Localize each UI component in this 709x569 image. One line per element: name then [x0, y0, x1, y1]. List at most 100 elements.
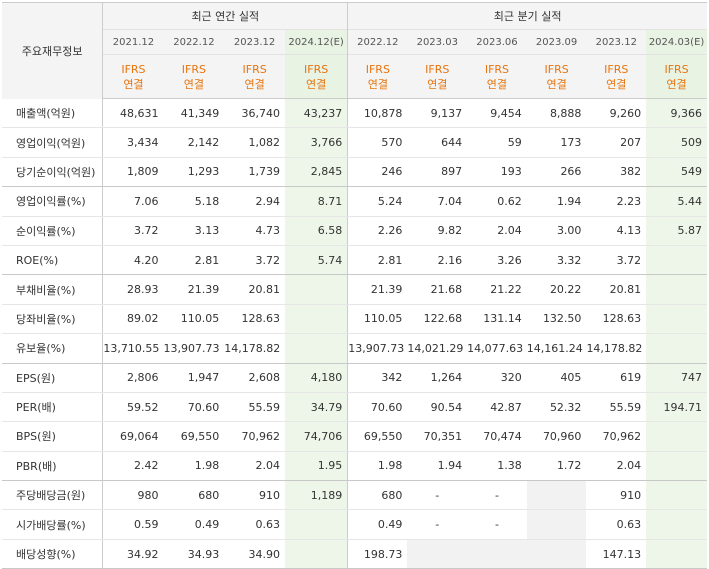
table-cell: [646, 274, 707, 305]
table-cell: 1.98: [163, 451, 225, 482]
table-cell: 2.16: [407, 245, 468, 276]
table-cell: -: [467, 509, 527, 540]
table-cell: 1,809: [102, 157, 164, 188]
ifrs-badge: IFRS 연결: [163, 54, 225, 99]
table-cell: 747: [646, 363, 707, 393]
table-cell: 70,962: [224, 421, 285, 452]
table-cell: 1.95: [284, 451, 348, 482]
table-cell: [407, 539, 468, 569]
row-label: 시가배당률(%): [2, 509, 104, 540]
consolidated-label: 연결: [606, 77, 627, 91]
table-cell: 128.63: [224, 304, 285, 335]
ifrs-label: IFRS: [365, 62, 390, 76]
table-cell: [526, 539, 587, 569]
table-cell: 1.38: [467, 451, 527, 482]
table-cell: [526, 509, 587, 540]
table-cell: 2.04: [224, 451, 285, 482]
ifrs-label: IFRS: [544, 62, 569, 76]
table-cell: 5.74: [284, 245, 348, 276]
table-cell: 570: [347, 127, 408, 158]
table-header: 주요재무정보 최근 연간 실적 최근 분기 실적 2021.12 2022.12 2…: [2, 2, 707, 99]
table-cell: 52.32: [526, 392, 587, 423]
table-cell: 41,349: [163, 98, 225, 129]
table-row: PER(배) 59.52 70.60 55.59 34.79 70.60 90.54 42.8…: [2, 392, 707, 423]
table-cell: 14,021.29: [407, 333, 468, 364]
table-cell: 4.13: [586, 216, 647, 246]
table-cell: 110.05: [347, 304, 408, 335]
table-cell: 910: [586, 480, 647, 511]
table-cell: 21.39: [347, 274, 408, 305]
table-cell: 2.04: [467, 216, 527, 246]
annual-group-title: 최근 연간 실적: [102, 2, 348, 30]
table-cell: 147.13: [586, 539, 647, 569]
table-cell: 619: [586, 363, 647, 393]
table-cell: -: [407, 480, 468, 511]
table-cell: 122.68: [407, 304, 468, 335]
ifrs-badge: IFRS 연결: [407, 54, 468, 99]
period-header: 2023.12: [586, 29, 647, 55]
table-cell: 42.87: [467, 392, 527, 423]
period-header: 2024.03(E): [646, 29, 707, 55]
table-cell: 14,077.63: [467, 333, 527, 364]
table-cell: 2.94: [224, 186, 285, 217]
ifrs-badge: IFRS 연결: [526, 54, 587, 99]
consolidated-label: 연결: [427, 77, 448, 91]
row-label: 영업이익(억원): [2, 127, 104, 158]
table-cell: 2,806: [102, 363, 164, 393]
ifrs-header-row: IFRS 연결 IFRS 연결 IFRS 연결 IFRS 연결 IFRS 연결 IFRS 연결 IFRS…: [2, 54, 707, 99]
table-cell: 70,962: [586, 421, 647, 452]
row-label: 매출액(억원): [2, 98, 104, 129]
table-cell: 320: [467, 363, 527, 393]
table-cell: 9.82: [407, 216, 468, 246]
table-cell: [646, 480, 707, 511]
table-cell: 110.05: [163, 304, 225, 335]
table-cell: 5.44: [646, 186, 707, 217]
period-header: 2023.06: [467, 29, 527, 55]
ifrs-badge: IFRS 연결: [284, 54, 348, 99]
table-cell: 193: [467, 157, 527, 188]
consolidated-label: 연결: [305, 77, 327, 91]
row-label: 배당성향(%): [2, 539, 104, 569]
ifrs-badge: IFRS 연결: [467, 54, 527, 99]
table-cell: 644: [407, 127, 468, 158]
table-cell: 89.02: [102, 304, 164, 335]
table-cell: 2.26: [347, 216, 408, 246]
table-cell: 2.04: [586, 451, 647, 482]
table-cell: 4,180: [284, 363, 348, 393]
table-cell: [646, 421, 707, 452]
group-header-row: 주요재무정보 최근 연간 실적 최근 분기 실적: [2, 2, 707, 99]
table-cell: [284, 274, 348, 305]
table-cell: 3.26: [467, 245, 527, 276]
ifrs-label: IFRS: [242, 62, 267, 76]
table-row: 주당배당금(원) 980 680 910 1,189 680- -910: [2, 480, 707, 511]
table-row: 영업이익률(%) 7.06 5.18 2.94 8.71 5.24 7.04 0.62 1.94…: [2, 186, 707, 217]
table-cell: 1.94: [526, 186, 587, 217]
table-cell: 34.90: [224, 539, 285, 569]
table-cell: 980: [102, 480, 164, 511]
consolidated-label: 연결: [666, 77, 687, 91]
table-row: 당좌비율(%) 89.02 110.05 128.63 110.05 122.68 131.…: [2, 304, 707, 335]
table-cell: 382: [586, 157, 647, 188]
table-cell: 21.68: [407, 274, 468, 305]
table-cell: 9,366: [646, 98, 707, 129]
table-cell: 246: [347, 157, 408, 188]
period-header: 2023.12: [224, 29, 285, 55]
table-cell: 6.58: [284, 216, 348, 246]
table-cell: 405: [526, 363, 587, 393]
table-cell: 9,137: [407, 98, 468, 129]
table-row: PBR(배) 2.42 1.98 2.04 1.95 1.98 1.94 1.38 1.72 2.…: [2, 451, 707, 482]
table-cell: 14,178.82: [224, 333, 285, 364]
table-cell: 2.23: [586, 186, 647, 217]
table-row: 유보율(%) 13,710.55 13,907.73 14,178.82 13,907.…: [2, 333, 707, 364]
consolidated-label: 연결: [244, 77, 265, 91]
row-label: ROE(%): [2, 245, 104, 276]
table-cell: 3.72: [586, 245, 647, 276]
table-row: 부채비율(%) 28.93 21.39 20.81 21.39 21.68 21.22 20.…: [2, 274, 707, 305]
table-cell: 20.81: [586, 274, 647, 305]
table-cell: 28.93: [102, 274, 164, 305]
table-cell: 3,766: [284, 127, 348, 158]
table-cell: 509: [646, 127, 707, 158]
table-cell: 266: [526, 157, 587, 188]
table-cell: 9,454: [467, 98, 527, 129]
ifrs-label: IFRS: [304, 62, 329, 76]
